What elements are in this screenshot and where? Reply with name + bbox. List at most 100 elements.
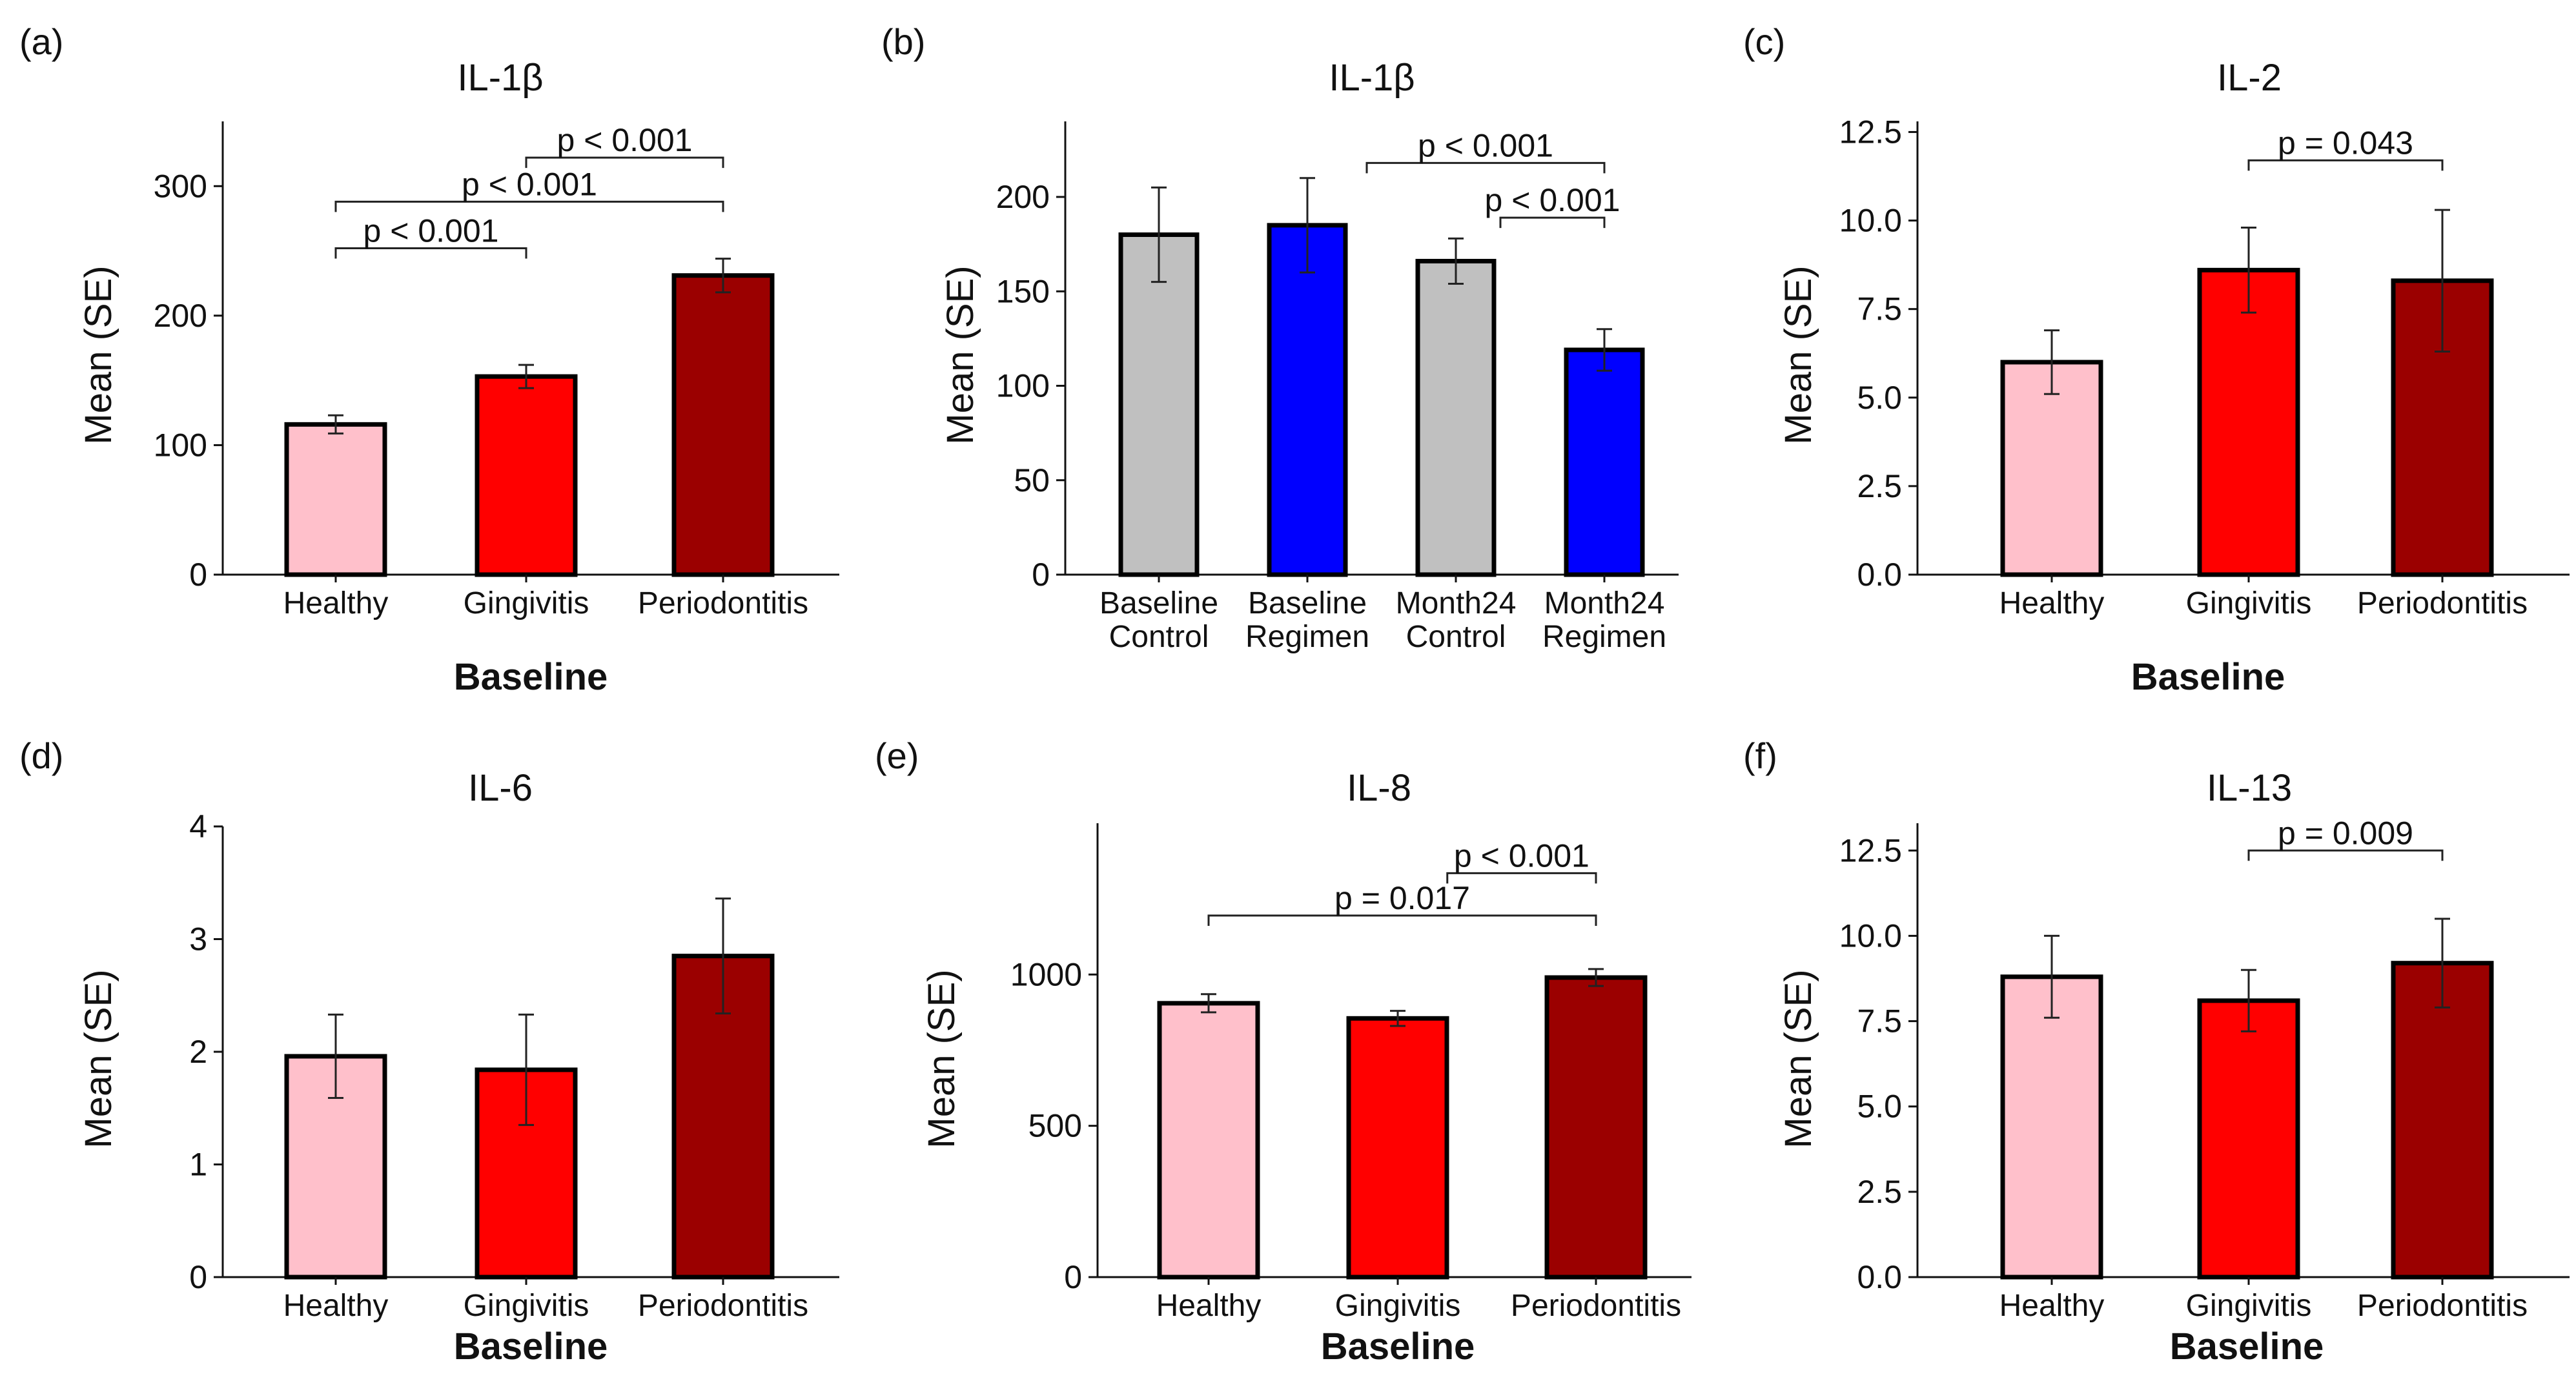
significance-label: p = 0.017 <box>1334 880 1470 916</box>
x-tick-label: Healthy <box>283 586 389 620</box>
y-tick-label: 1 <box>189 1147 207 1183</box>
significance-label: p < 0.001 <box>462 166 597 202</box>
x-tick-label: Periodontitis <box>638 586 808 620</box>
y-tick-label: 200 <box>996 179 1050 215</box>
y-axis-title: Mean (SE) <box>77 265 119 444</box>
x-tick-label: Gingivitis <box>2186 1289 2312 1323</box>
significance-bracket <box>2247 849 2444 861</box>
x-tick-label: Baseline <box>1099 586 1218 620</box>
y-axis-title: Mean (SE) <box>1777 969 1819 1148</box>
panel-label: (c) <box>1743 21 1785 62</box>
plot-area: 0.0 2.5 5.0 7.5 10.0 12.5 Healthy Gingivitis Per… <box>1839 114 2570 620</box>
significance-bracket <box>1499 216 1606 229</box>
y-tick-label: 50 <box>1014 462 1050 498</box>
y-tick-label: 0 <box>189 557 207 593</box>
significance-bracket <box>1365 161 1606 174</box>
plot-area: 0 1 2 3 4 Healthy Gingivitis Periodontitis <box>189 808 839 1323</box>
significance-bracket <box>525 156 724 169</box>
y-tick-label: 2.5 <box>1857 468 1902 504</box>
bar <box>1118 232 1200 577</box>
bar <box>2000 360 2103 577</box>
bar <box>2197 267 2300 577</box>
y-tick-label: 4 <box>189 808 207 845</box>
significance-bracket <box>334 200 724 212</box>
x-tick-label: Periodontitis <box>1511 1289 1681 1323</box>
y-axis-title: Mean (SE) <box>77 969 119 1148</box>
panel-label: (f) <box>1743 735 1777 776</box>
x-tick-label: Healthy <box>283 1289 389 1323</box>
x-axis-title: Baseline <box>1321 1326 1475 1368</box>
bar <box>1564 347 1645 577</box>
y-axis-title: Mean (SE) <box>1777 265 1819 444</box>
bar <box>1267 223 1348 577</box>
y-tick-label: 150 <box>996 273 1050 309</box>
panel-label: (a) <box>19 21 63 62</box>
y-tick-label: 10.0 <box>1839 917 1902 954</box>
y-tick-label: 300 <box>154 168 207 204</box>
y-tick-label: 2.5 <box>1857 1174 1902 1210</box>
panel-label: (e) <box>875 735 919 776</box>
x-tick-label: Regimen <box>1542 620 1666 654</box>
bar <box>1346 1016 1449 1280</box>
panel-f: (f) IL-13 Mean (SE) Baseline 0.0 2.5 5.0 7.… <box>1743 735 2570 1368</box>
panel-c: (c) IL-2 Mean (SE) Baseline 0.0 2.5 5.0 7.5… <box>1743 21 2570 698</box>
y-tick-label: 5.0 <box>1857 1089 1902 1125</box>
y-tick-label: 1000 <box>1010 956 1082 992</box>
y-tick-label: 7.5 <box>1857 1003 1902 1040</box>
significance-label: p < 0.001 <box>1485 182 1620 218</box>
bar <box>1157 1001 1260 1280</box>
bar <box>2197 998 2300 1280</box>
y-tick-label: 500 <box>1028 1108 1082 1144</box>
x-axis-title: Baseline <box>454 1326 608 1368</box>
x-tick-label: Baseline <box>1248 586 1367 620</box>
significance-label: p < 0.001 <box>1454 837 1590 874</box>
bar <box>2000 974 2103 1280</box>
plot-area: 0.0 2.5 5.0 7.5 10.0 12.5 Healthy Gingivitis Per… <box>1839 815 2570 1323</box>
y-tick-label: 0 <box>189 1259 207 1295</box>
y-tick-label: 12.5 <box>1839 832 1902 868</box>
x-axis-title: Baseline <box>454 656 608 698</box>
x-tick-label: Month24 <box>1396 586 1517 620</box>
panel-label: (d) <box>19 735 63 776</box>
significance-bracket <box>2247 159 2444 171</box>
panel-b: (b) IL-1β Mean (SE) 0 50 100 150 200 Baseline… <box>881 21 1679 654</box>
chart-title: IL-6 <box>468 767 533 809</box>
y-tick-label: 200 <box>154 298 207 334</box>
bar <box>2391 961 2494 1280</box>
x-axis-title: Baseline <box>2131 656 2285 698</box>
y-tick-label: 0 <box>1064 1259 1082 1295</box>
x-tick-label: Healthy <box>1999 586 2105 620</box>
plot-area: 0 500 1000 Healthy Gingivitis Periodontitis p … <box>1010 823 1692 1323</box>
significance-label: p = 0.043 <box>2278 125 2413 161</box>
significance-label: p < 0.001 <box>363 213 499 249</box>
x-tick-label: Month24 <box>1544 586 1665 620</box>
significance-label: p = 0.009 <box>2278 815 2413 851</box>
y-tick-label: 0.0 <box>1857 557 1902 593</box>
y-tick-label: 7.5 <box>1857 291 1902 327</box>
y-tick-label: 100 <box>154 427 207 463</box>
x-tick-label: Gingivitis <box>1335 1289 1461 1323</box>
x-axis-title: Baseline <box>2170 1326 2324 1368</box>
chart-title: IL-1β <box>1329 57 1415 99</box>
x-tick-label: Gingivitis <box>464 1289 589 1323</box>
chart-title: IL-8 <box>1347 767 1411 809</box>
bar <box>475 374 578 577</box>
x-tick-label: Periodontitis <box>638 1289 808 1323</box>
significance-label: p < 0.001 <box>1418 127 1553 163</box>
y-axis-title: Mean (SE) <box>921 969 963 1148</box>
y-axis-title: Mean (SE) <box>939 265 981 444</box>
x-tick-label: Healthy <box>1156 1289 1262 1323</box>
x-tick-label: Control <box>1109 620 1209 654</box>
panel-a: (a) IL-1β Mean (SE) Baseline 0 100 200 300 H… <box>19 21 839 698</box>
panel-label: (b) <box>881 21 925 62</box>
bar <box>671 273 775 577</box>
x-tick-label: Gingivitis <box>464 586 589 620</box>
significance-bracket <box>1207 914 1597 926</box>
y-tick-label: 12.5 <box>1839 114 1902 150</box>
significance-bracket <box>1446 872 1597 884</box>
significance-bracket <box>334 247 527 259</box>
panel-e: (e) IL-8 Mean (SE) Baseline 0 500 1000 Heal… <box>875 735 1692 1368</box>
y-tick-label: 10.0 <box>1839 203 1902 239</box>
y-tick-label: 0.0 <box>1857 1259 1902 1295</box>
chart-title: IL-2 <box>2217 57 2282 99</box>
